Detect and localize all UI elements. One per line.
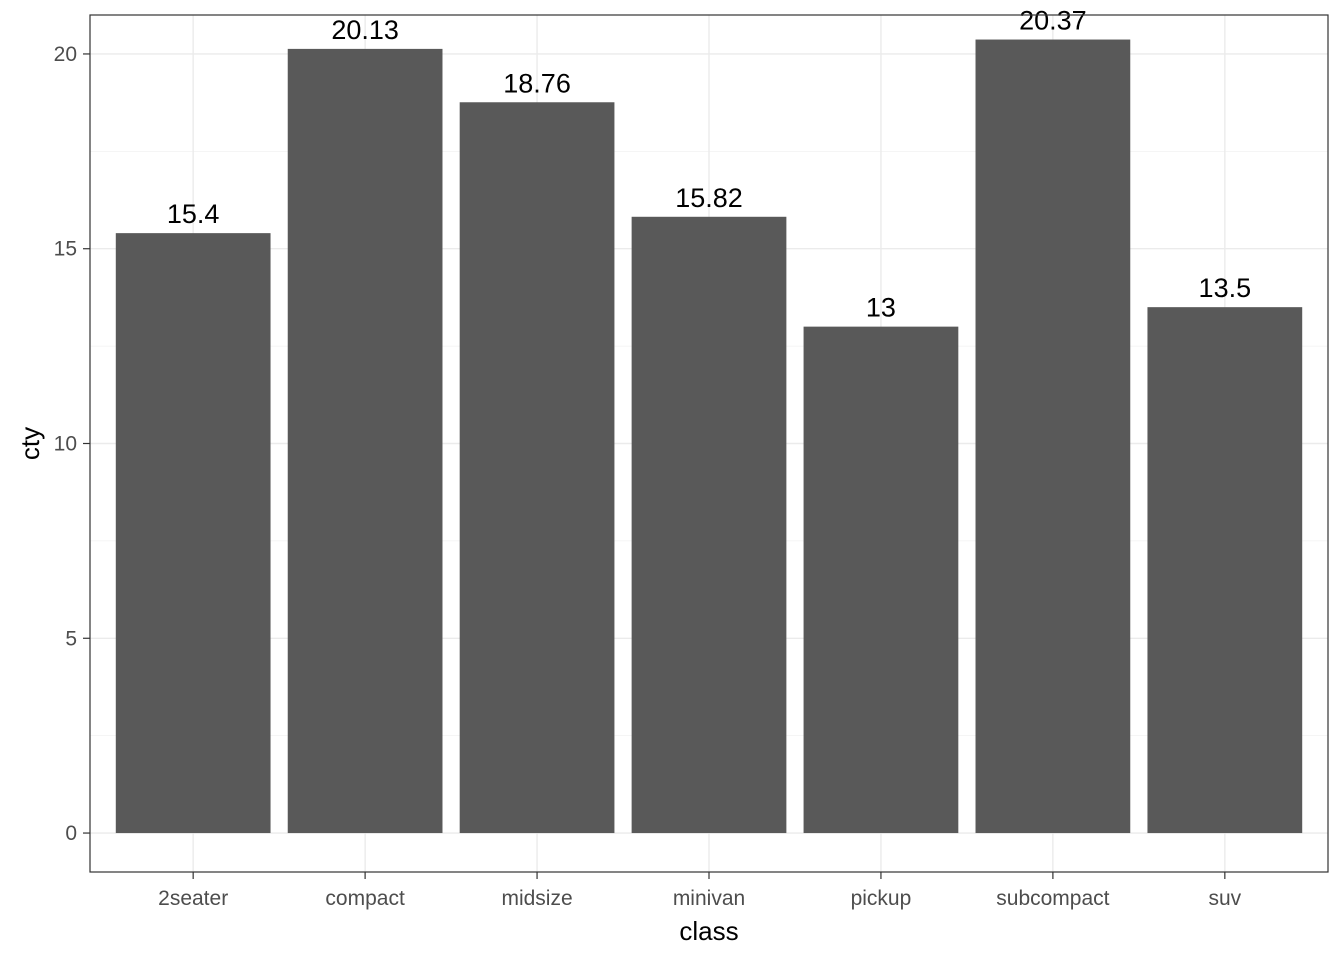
data-label-2seater: 15.4 xyxy=(167,199,220,229)
data-label-compact: 20.13 xyxy=(331,15,399,45)
data-labels: 15.4 20.13 18.76 15.82 13 20.37 13.5 xyxy=(167,6,1251,323)
x-axis-title: class xyxy=(679,916,738,946)
x-tick-label: minivan xyxy=(673,887,745,910)
bar-minivan xyxy=(631,216,787,834)
y-tick-label: 10 xyxy=(54,433,77,456)
x-tick-label: compact xyxy=(325,887,405,910)
bar-compact xyxy=(287,48,443,834)
bar-subcompact xyxy=(975,39,1131,834)
data-label-subcompact: 20.37 xyxy=(1019,6,1087,36)
y-tick-label: 15 xyxy=(54,238,77,261)
y-tick-label: 0 xyxy=(65,822,77,845)
data-label-midsize: 18.76 xyxy=(503,68,571,98)
bars xyxy=(115,39,1303,834)
y-tick-label: 20 xyxy=(54,43,77,66)
x-tick-label: pickup xyxy=(851,887,912,910)
y-axis: 0 5 10 15 20 xyxy=(54,43,90,845)
data-label-pickup: 13 xyxy=(866,293,896,323)
y-axis-title: cty xyxy=(15,427,45,460)
bar-2seater xyxy=(115,233,271,834)
bar-suv xyxy=(1147,307,1303,834)
x-axis: 2seater compact midsize minivan pickup subcom… xyxy=(158,872,1242,910)
data-label-suv: 13.5 xyxy=(1199,273,1252,303)
data-label-minivan: 15.82 xyxy=(675,183,743,213)
x-tick-label: subcompact xyxy=(996,887,1109,910)
y-tick-label: 5 xyxy=(65,627,77,650)
x-tick-label: midsize xyxy=(501,887,572,910)
x-tick-label: suv xyxy=(1208,887,1241,910)
x-tick-label: 2seater xyxy=(158,887,228,910)
bar-midsize xyxy=(459,102,615,834)
bar-pickup xyxy=(803,326,959,834)
